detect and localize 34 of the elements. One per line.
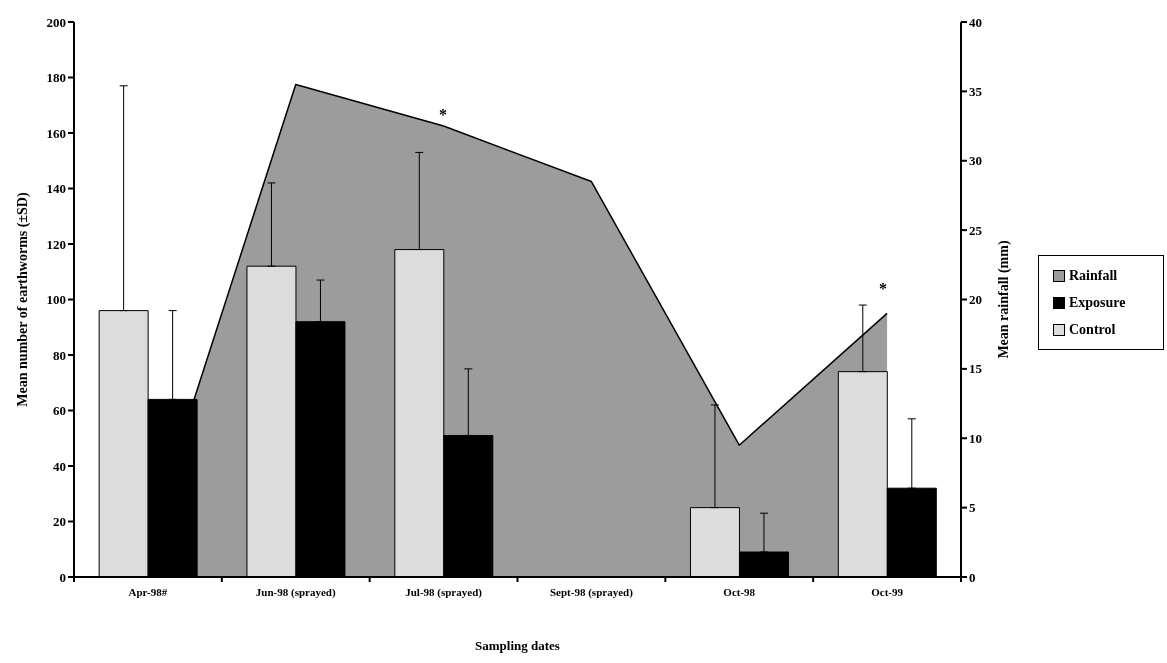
x-tick-label: Jul-98 (sprayed) — [405, 585, 483, 599]
x-tick-label: Oct-99 — [871, 585, 904, 598]
y-tick-label: 0 — [59, 569, 66, 585]
y2-tick-label: 10 — [969, 430, 982, 446]
y-tick-label: 180 — [46, 70, 66, 86]
y-tick-label: 60 — [53, 403, 66, 419]
legend-label: Control — [1069, 321, 1116, 338]
y2-tick-label: 40 — [969, 14, 982, 30]
y-tick-label: 100 — [46, 292, 66, 308]
y2-tick-label: 30 — [969, 153, 982, 169]
y2-tick-label: 35 — [969, 83, 983, 99]
x-tick-label: Oct-98 — [723, 585, 756, 598]
y-tick-label: 20 — [53, 514, 66, 530]
y-tick-label: 160 — [46, 125, 66, 141]
y2-tick-label: 20 — [969, 292, 982, 308]
annotation: * — [439, 105, 447, 123]
legend-label: Exposure — [1069, 294, 1126, 311]
y-tick-label: 200 — [46, 14, 66, 30]
x-axis-title: Sampling dates — [475, 638, 560, 653]
y-tick-label: 80 — [53, 347, 66, 363]
y-axis-title: Mean number of earthworms (±SD) — [14, 192, 31, 407]
y-tick-label: 120 — [46, 236, 66, 252]
legend-label: Rainfall — [1069, 267, 1118, 284]
x-tick-label: Jun-98 (sprayed) — [255, 585, 336, 599]
x-tick-label: Apr-98# — [128, 585, 168, 598]
annotation: * — [879, 279, 887, 297]
y2-axis-title: Mean rainfall (mm) — [995, 240, 1012, 359]
y2-tick-label: 0 — [969, 569, 976, 585]
x-tick-label: Sept-98 (sprayed) — [550, 585, 634, 599]
y2-tick-label: 15 — [969, 361, 983, 377]
y-tick-label: 40 — [53, 458, 66, 474]
y-tick-label: 140 — [46, 181, 66, 197]
y2-tick-label: 25 — [969, 222, 983, 238]
y2-tick-label: 5 — [969, 500, 976, 516]
